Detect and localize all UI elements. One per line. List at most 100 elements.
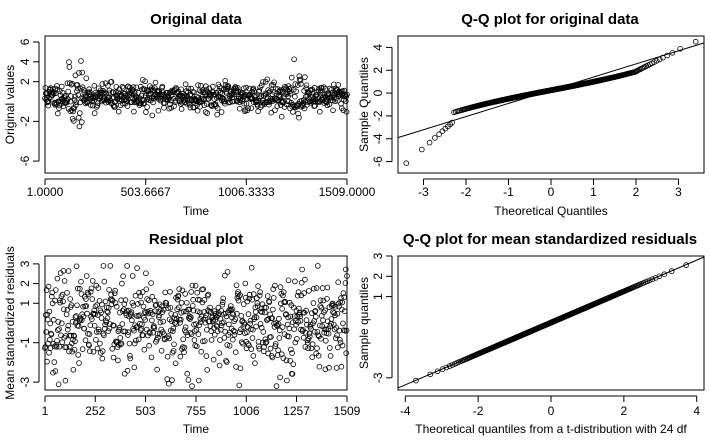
- data-point: [235, 88, 241, 95]
- data-point: [82, 337, 89, 344]
- data-point: [72, 314, 79, 320]
- data-point: [210, 83, 216, 90]
- data-point: [253, 314, 260, 321]
- data-point: [237, 365, 244, 372]
- data-point: [177, 353, 184, 360]
- data-point: [142, 78, 148, 85]
- data-point: [255, 338, 262, 345]
- data-point: [204, 367, 211, 373]
- data-point: [251, 314, 258, 321]
- data-point: [76, 360, 82, 366]
- data-point: [116, 324, 123, 331]
- data-point: [76, 70, 82, 76]
- data-point: [205, 291, 212, 298]
- data-point: [263, 304, 269, 311]
- data-point: [260, 329, 267, 335]
- x-tick-label: 1: [590, 185, 597, 199]
- data-point: [121, 370, 128, 377]
- data-point: [299, 266, 305, 273]
- x-tick-label: 503: [136, 404, 156, 418]
- data-point: [124, 263, 130, 269]
- data-point: [324, 284, 331, 291]
- data-point: [255, 98, 262, 104]
- data-point: [311, 328, 318, 335]
- data-point: [74, 302, 80, 309]
- data-point: [234, 295, 241, 301]
- data-point: [289, 371, 296, 377]
- y-tick-label: 1: [371, 293, 385, 300]
- data-point: [87, 89, 93, 95]
- data-point: [148, 280, 154, 286]
- y-axis: -3 1 2 3: [371, 252, 393, 383]
- data-point: [232, 328, 238, 335]
- data-point: [169, 377, 175, 383]
- data-point: [156, 312, 163, 319]
- data-point: [159, 303, 165, 310]
- data-point: [206, 90, 213, 97]
- data-point: [171, 103, 177, 109]
- data-point: [262, 340, 269, 346]
- data-point: [443, 364, 450, 371]
- data-point: [275, 347, 281, 354]
- data-point: [267, 345, 274, 352]
- data-point: [257, 104, 264, 110]
- data-point: [114, 92, 121, 98]
- y-tick-label: 4: [371, 44, 385, 51]
- data-point: [170, 325, 177, 332]
- data-point: [222, 272, 228, 279]
- data-point: [68, 81, 75, 88]
- data-point: [229, 306, 236, 313]
- data-point: [194, 289, 201, 296]
- data-point: [439, 128, 446, 135]
- data-point: [232, 316, 239, 323]
- plot-frame: [397, 35, 705, 174]
- data-point: [137, 327, 144, 333]
- data-point: [297, 313, 303, 320]
- data-point: [79, 317, 85, 323]
- data-point: [63, 311, 70, 318]
- data-point: [92, 303, 99, 310]
- x-tick-label: 3: [675, 185, 682, 199]
- data-point: [103, 304, 110, 311]
- data-point: [343, 350, 350, 356]
- data-point: [222, 100, 228, 107]
- data-point: [112, 287, 118, 294]
- x-tick-label: 1257: [283, 404, 310, 418]
- data-point: [246, 291, 253, 298]
- data-point: [247, 317, 254, 324]
- data-point: [59, 339, 65, 346]
- data-point: [240, 301, 247, 307]
- data-point: [81, 325, 88, 332]
- plot-frame: [44, 35, 348, 174]
- data-point: [61, 334, 67, 341]
- data-point: [272, 107, 278, 114]
- data-point: [305, 345, 311, 352]
- data-point: [45, 98, 52, 105]
- data-point: [78, 278, 84, 285]
- data-point: [173, 321, 180, 327]
- data-point: [112, 300, 119, 306]
- data-point: [167, 304, 174, 311]
- data-point: [109, 345, 116, 352]
- data-point: [274, 103, 281, 109]
- data-point: [230, 327, 237, 334]
- panel-qq-original: Q-Q plot for original data -3 -2 -1 0 1 2 3 -6 -4…: [357, 11, 705, 218]
- data-point: [290, 109, 296, 115]
- y-tick-label: -2: [371, 110, 385, 121]
- data-point: [167, 288, 173, 295]
- y-tick-label: -6: [18, 155, 32, 166]
- data-point: [302, 344, 309, 350]
- data-point: [67, 80, 73, 86]
- data-point: [93, 336, 99, 343]
- data-point: [315, 332, 322, 339]
- data-point: [268, 334, 274, 340]
- data-point: [184, 299, 190, 306]
- data-point: [73, 99, 79, 106]
- data-point: [313, 92, 320, 99]
- data-point: [327, 353, 334, 359]
- data-point: [306, 330, 313, 337]
- data-point: [245, 105, 251, 111]
- data-point: [280, 292, 286, 299]
- data-point: [75, 352, 81, 358]
- data-point: [155, 107, 162, 114]
